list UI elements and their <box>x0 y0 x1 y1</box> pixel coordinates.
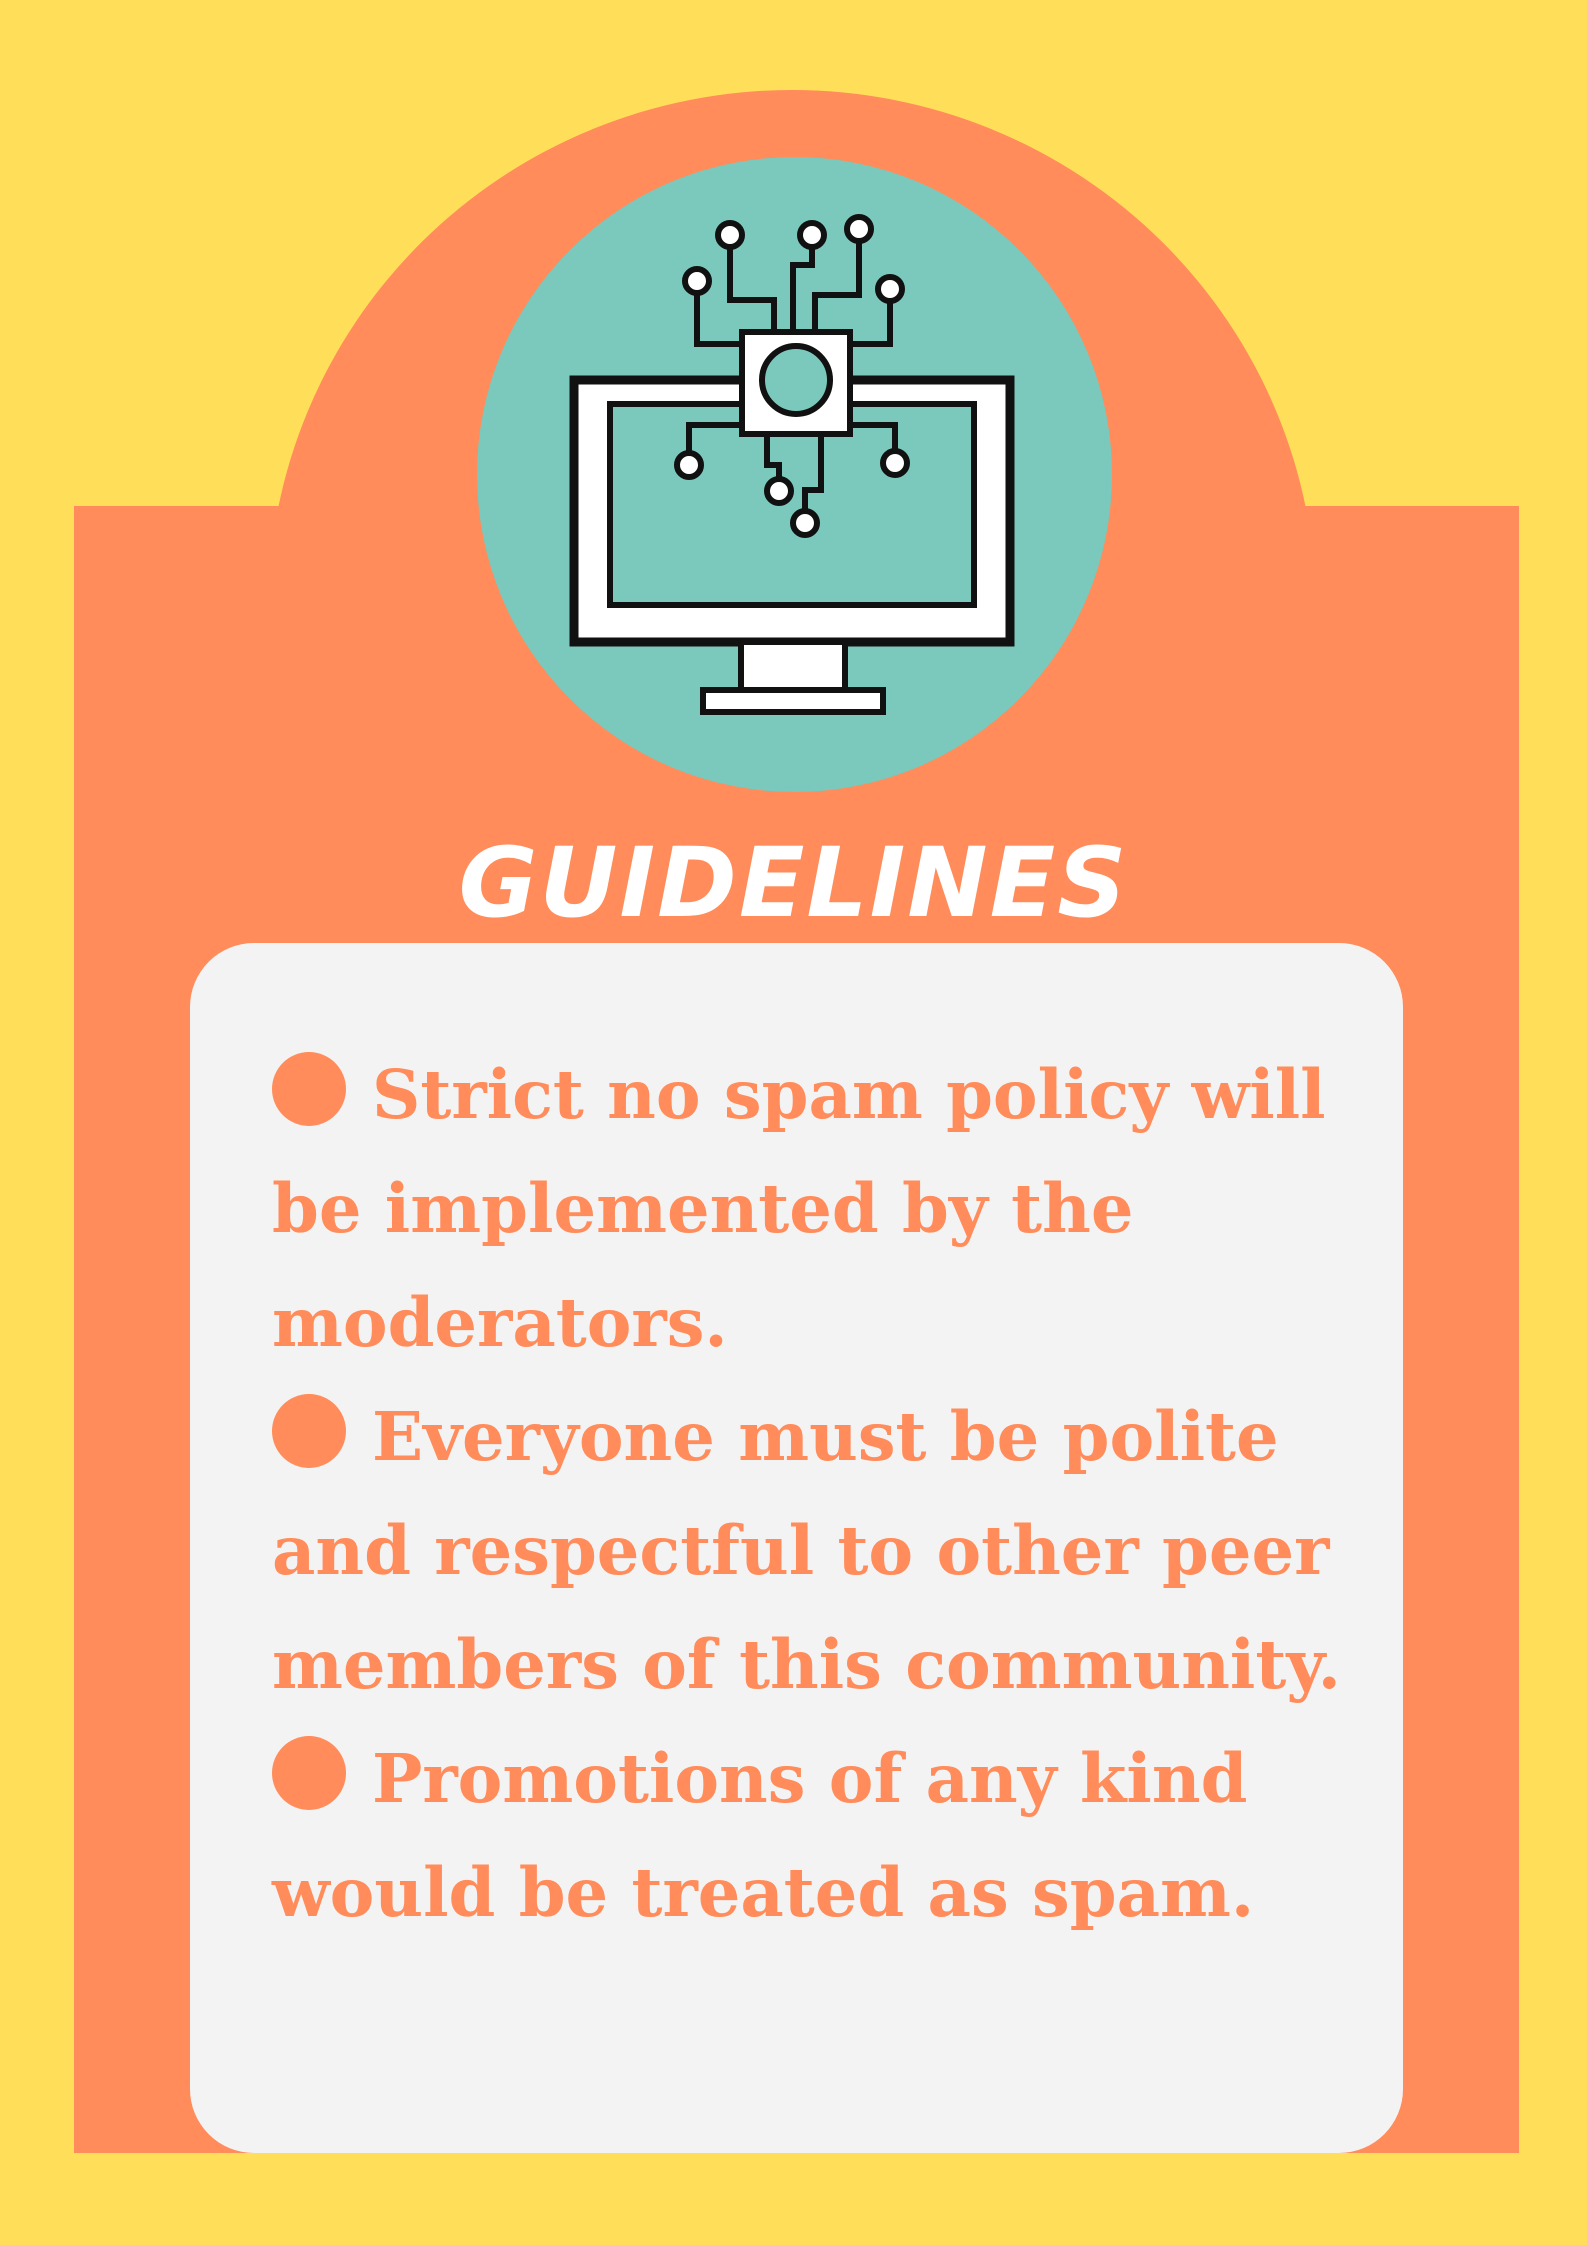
rule-text: Everyone must be polite and respectful t… <box>272 1397 1341 1704</box>
rule-text: Promotions of any kind would be treated … <box>272 1739 1255 1932</box>
rules-list: Strict no spam policy will be implemente… <box>272 1038 1382 1950</box>
guidelines-card: Strict no spam policy will be implemente… <box>190 943 1403 2153</box>
rule-text: Strict no spam policy will be implemente… <box>272 1055 1326 1362</box>
list-item: Everyone must be polite and respectful t… <box>272 1380 1382 1722</box>
bullet-icon <box>272 1394 346 1468</box>
computer-circuit-icon <box>569 214 1015 715</box>
bullet-icon <box>272 1736 346 1810</box>
bullet-icon <box>272 1052 346 1126</box>
list-item: Promotions of any kind would be treated … <box>272 1722 1382 1950</box>
list-item: Strict no spam policy will be implemente… <box>272 1038 1382 1380</box>
page-title: GUIDELINES <box>458 827 1129 939</box>
icon-circle <box>477 157 1112 792</box>
